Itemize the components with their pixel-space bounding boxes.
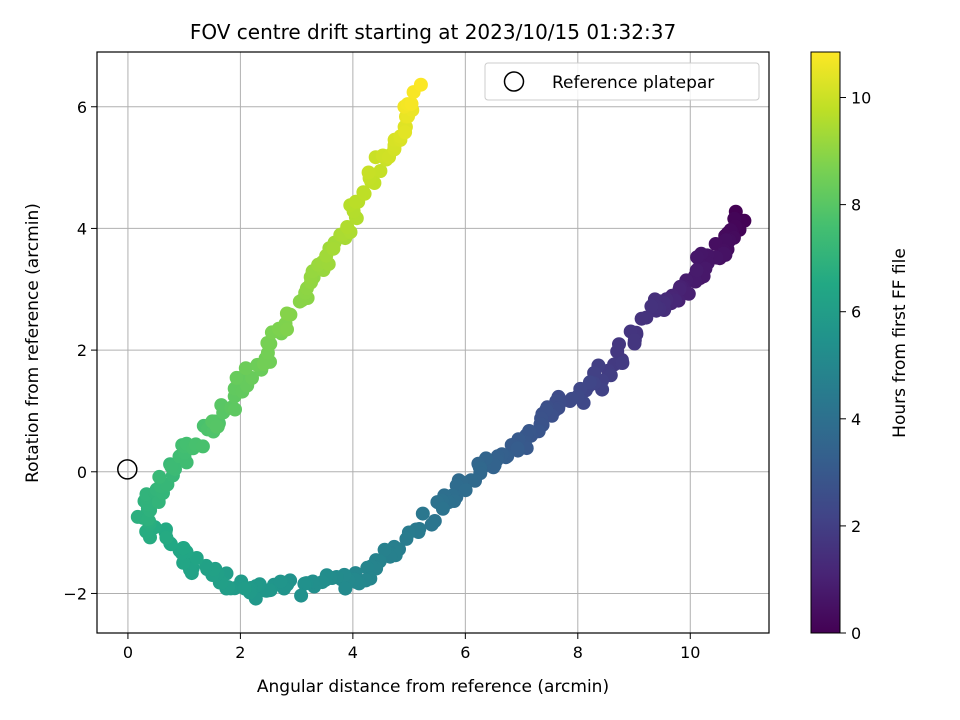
scatter-point [362,166,376,180]
y-axis-label: Rotation from reference (arcmin) [23,203,43,483]
scatter-point [210,420,224,434]
scatter-point [398,125,412,139]
scatter-point [635,312,649,326]
plot-frame [97,52,769,633]
x-tick-label: 2 [235,643,245,662]
legend-label: Reference platepar [552,73,714,93]
scatter-point [690,250,704,264]
x-tick-label: 6 [460,643,470,662]
colorbar-tick-label: 8 [851,196,861,215]
y-axis-ticks: −2 0 2 4 6 [63,98,97,604]
x-tick-label: 10 [680,643,700,662]
colorbar [811,52,840,633]
colorbar-tick-label: 6 [851,303,861,322]
scatter-point [228,403,242,417]
scatter-point [615,356,629,370]
scatter-point [416,507,430,521]
scatter-point [358,187,372,201]
x-tick-label: 4 [348,643,358,662]
y-tick-label: 2 [77,341,87,360]
colorbar-tick-label: 0 [851,624,861,643]
scatter-point [405,97,419,111]
scatter-point [297,577,311,591]
y-tick-label: 6 [77,98,87,117]
chart-title: FOV centre drift starting at 2023/10/15 … [190,20,676,44]
scatter-point [436,502,450,516]
colorbar-ticks: 0 2 4 6 8 10 [840,89,871,643]
colorbar-tick-label: 2 [851,517,861,536]
colorbar-tick-label: 4 [851,410,861,429]
y-tick-label: 0 [77,463,87,482]
colorbar-label: Hours from first FF file [890,248,910,438]
scatter-point [326,242,340,256]
scatter-point [159,531,173,545]
scatter-point [565,392,579,406]
x-tick-label: 0 [123,643,133,662]
scatter-point [177,541,191,555]
x-tick-label: 8 [573,643,583,662]
colorbar-tick-label: 10 [851,89,871,108]
scatter-point [628,337,642,351]
scatter-points [131,78,752,606]
y-tick-label: 4 [77,219,87,238]
legend: Reference platepar [485,63,759,100]
scatter-point [196,439,210,453]
scatter-point [294,589,308,603]
scatter-point [238,582,252,596]
scatter-point [690,263,704,277]
scatter-point [280,322,294,336]
scatter-point [338,582,352,596]
scatter-point [425,518,439,532]
scatter-point [280,307,294,321]
x-axis-ticks: 0 2 4 6 8 10 [123,633,701,662]
grid-lines [97,52,769,633]
scatter-point [152,470,166,484]
scatter-point [414,78,428,92]
y-tick-label: −2 [63,584,87,603]
reference-platepar-marker [118,460,137,479]
x-axis-label: Angular distance from reference (arcmin) [257,677,609,697]
